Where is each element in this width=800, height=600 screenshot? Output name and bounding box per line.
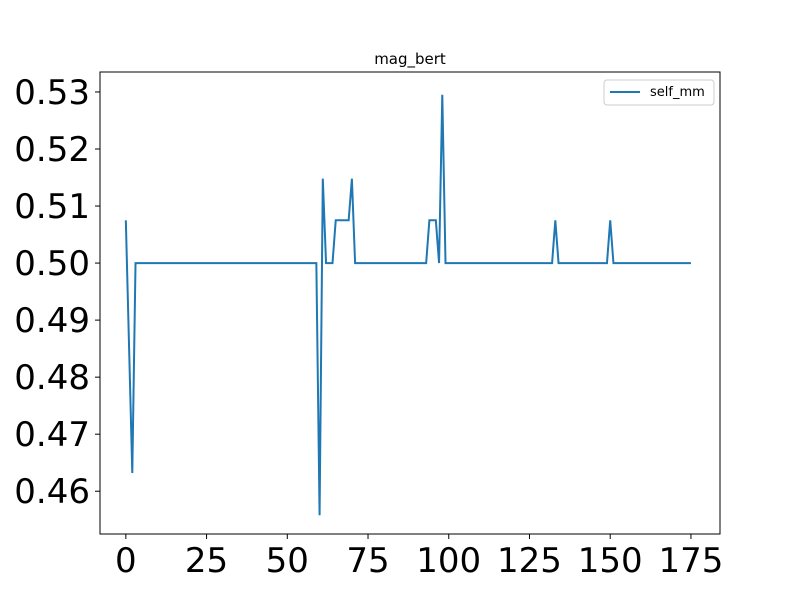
y-tick-label: 0.52	[14, 130, 90, 170]
y-axis-ticks: 0.46 0.47 0.48 0.49 0.50 0.51 0.52 0.53	[14, 73, 100, 512]
x-tick-label: 175	[658, 541, 723, 581]
x-tick-label: 50	[266, 541, 309, 581]
legend-label-self_mm: self_mm	[650, 85, 705, 100]
y-tick-label: 0.48	[14, 358, 90, 398]
x-axis-ticks: 0 25 50 75 100 125 150 175	[115, 534, 723, 581]
axes-frame	[99, 71, 721, 535]
y-tick-label: 0.53	[14, 73, 90, 113]
x-tick-label: 25	[185, 541, 228, 581]
series-line-self_mm	[124, 94, 691, 516]
y-tick-label: 0.47	[14, 415, 90, 455]
x-tick-label: 0	[115, 541, 137, 581]
y-tick-label: 0.50	[14, 244, 90, 284]
x-tick-label: 125	[497, 541, 562, 581]
x-tick-label: 100	[416, 541, 481, 581]
plot-layer	[124, 94, 691, 516]
x-tick-label: 75	[346, 541, 389, 581]
legend: self_mm	[603, 79, 715, 106]
y-tick-label: 0.49	[14, 301, 90, 341]
legend-box	[603, 79, 715, 106]
x-tick-label: 150	[578, 541, 643, 581]
y-tick-label: 0.46	[14, 472, 90, 512]
chart-title: mag_bert	[374, 50, 446, 69]
y-tick-label: 0.51	[14, 187, 90, 227]
